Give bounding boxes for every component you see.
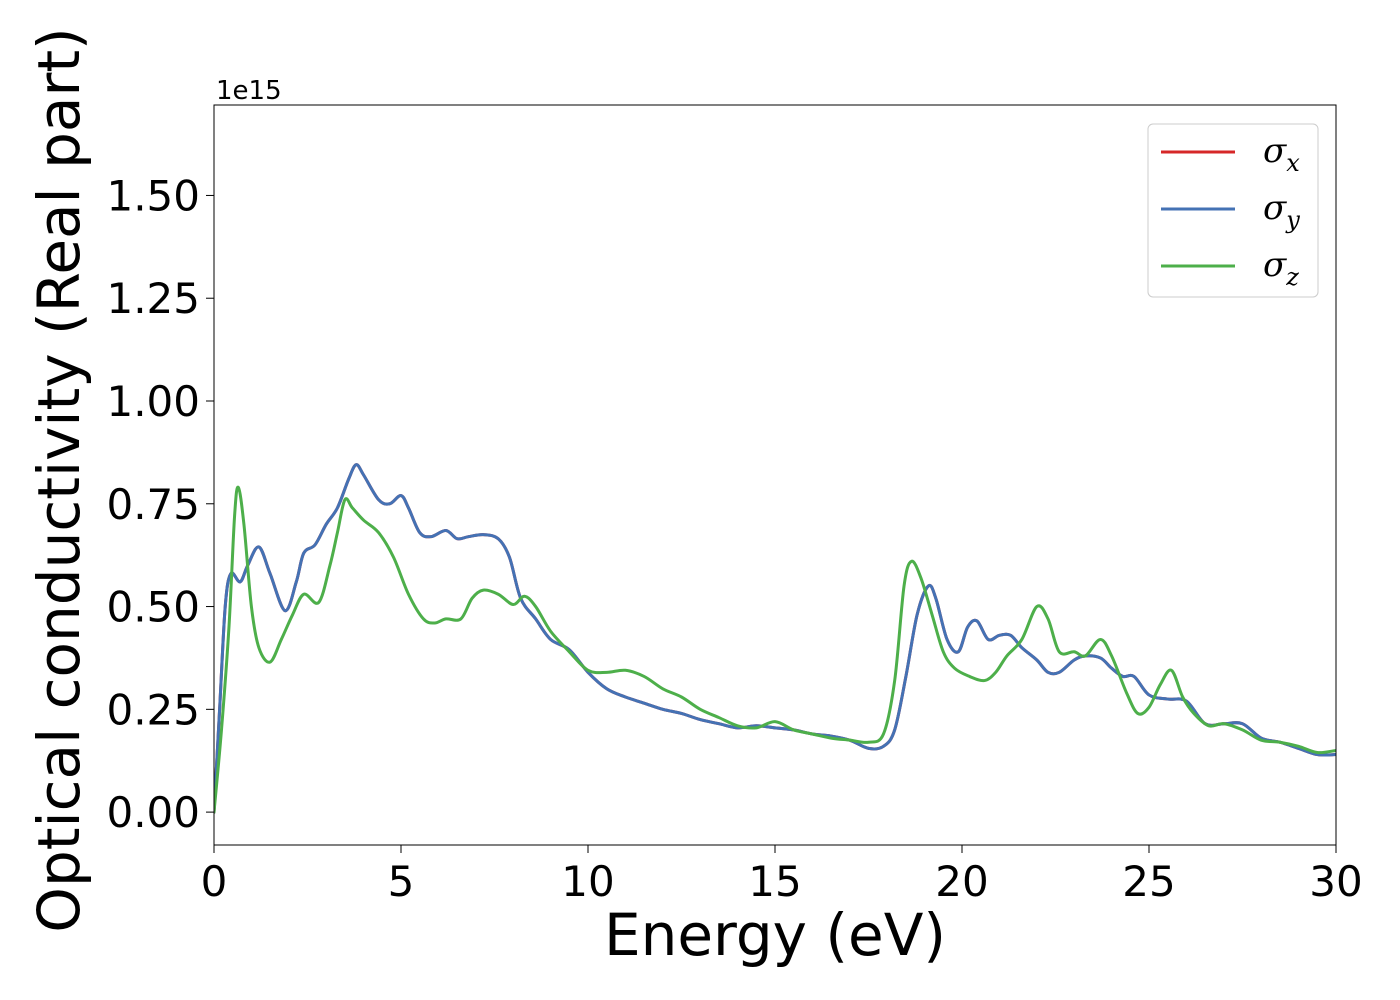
legend-label-x: σx bbox=[1263, 131, 1300, 177]
y-tick-label: 0.00 bbox=[106, 788, 200, 837]
y-tick-label: 1.50 bbox=[106, 171, 200, 220]
x-tick-label: 30 bbox=[1309, 857, 1362, 906]
y-tick-label: 0.50 bbox=[106, 583, 200, 632]
y-axis-title: Optical conductivity (Real part) bbox=[25, 27, 93, 932]
series-layer bbox=[214, 463, 1336, 814]
legend: σx σy σz bbox=[1147, 123, 1319, 298]
y-tick-label: 0.25 bbox=[106, 685, 200, 734]
x-tick-label: 15 bbox=[748, 857, 801, 906]
legend-label-z: σz bbox=[1263, 245, 1299, 291]
y-tick-label: 1.00 bbox=[106, 377, 200, 426]
x-tick-label: 5 bbox=[388, 857, 415, 906]
y-axis: 0.00 0.25 0.50 0.75 1.00 1.25 1.50 bbox=[106, 171, 214, 837]
legend-label-y: σy bbox=[1263, 188, 1300, 234]
x-tick-label: 25 bbox=[1122, 857, 1175, 906]
y-tick-label: 1.25 bbox=[106, 274, 200, 323]
x-tick-label: 0 bbox=[201, 857, 228, 906]
series-line-z bbox=[214, 485, 1336, 814]
x-axis: 0 5 10 15 20 25 30 bbox=[201, 845, 1363, 906]
x-axis-title: Energy (eV) bbox=[604, 901, 946, 969]
x-tick-label: 10 bbox=[561, 857, 614, 906]
y-tick-label: 0.75 bbox=[106, 480, 200, 529]
x-tick-label: 20 bbox=[935, 857, 988, 906]
y-offset-label: 1e15 bbox=[216, 76, 282, 106]
series-line-y bbox=[214, 463, 1336, 814]
